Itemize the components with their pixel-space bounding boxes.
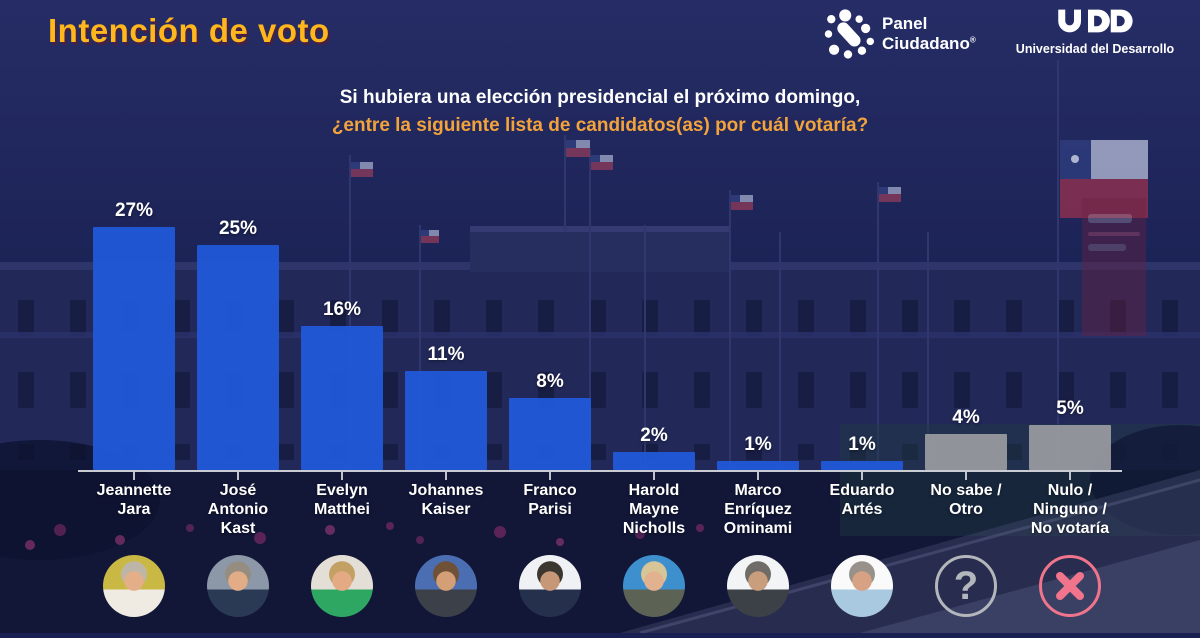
axis-tick	[445, 472, 447, 480]
category-label: Johannes Kaiser	[408, 482, 484, 518]
cross-icon	[1056, 572, 1084, 600]
category-label: Jeannette Jara	[96, 482, 172, 518]
bar-5	[509, 398, 591, 470]
bar-value-label: 4%	[952, 407, 980, 428]
bar-6	[613, 452, 695, 470]
candidate-avatar	[727, 555, 789, 617]
axis-tick	[549, 472, 551, 480]
candidate-avatar	[103, 555, 165, 617]
category-label: Evelyn Matthei	[314, 482, 370, 518]
axis-tick	[341, 472, 343, 480]
category-label: Nulo / Ninguno / No votaría	[1030, 482, 1110, 537]
bar-2	[197, 245, 279, 470]
category-label: Eduardo Artés	[829, 482, 895, 518]
candidate-avatar	[415, 555, 477, 617]
candidate-avatar	[1039, 555, 1101, 617]
axis-tick	[861, 472, 863, 480]
axis-tick	[757, 472, 759, 480]
bar-8	[821, 461, 903, 470]
bar-10	[1029, 425, 1111, 470]
axis-tick	[1069, 472, 1071, 480]
candidate-avatar: ?	[935, 555, 997, 617]
bar-1	[93, 227, 175, 470]
bar-4	[405, 371, 487, 470]
question-mark-icon: ?	[953, 564, 979, 608]
category-label: Franco Parisi	[523, 482, 577, 518]
bar-value-label: 1%	[848, 434, 876, 455]
candidate-avatar	[519, 555, 581, 617]
category-label: José Antonio Kast	[207, 482, 269, 537]
axis-tick	[237, 472, 239, 480]
bar-value-label: 25%	[218, 218, 258, 239]
axis-tick	[133, 472, 135, 480]
candidate-avatar	[311, 555, 373, 617]
candidate-avatar	[623, 555, 685, 617]
bar-value-label: 1%	[744, 434, 772, 455]
candidate-avatar	[831, 555, 893, 617]
bar-value-label: 16%	[322, 299, 362, 320]
bar-value-label: 2%	[640, 425, 668, 446]
candidate-avatar	[207, 555, 269, 617]
bar-value-label: 5%	[1056, 398, 1084, 419]
axis-tick	[653, 472, 655, 480]
category-label: Harold Mayne Nicholls	[622, 482, 686, 537]
bar-7	[717, 461, 799, 470]
axis-tick	[965, 472, 967, 480]
category-label: Marco Enríquez Ominami	[723, 482, 793, 537]
bar-value-label: 11%	[427, 344, 465, 365]
bar-9	[925, 434, 1007, 470]
bar-value-label: 27%	[114, 200, 154, 221]
bar-value-label: 8%	[536, 371, 564, 392]
bar-3	[301, 326, 383, 470]
category-label: No sabe / Otro	[930, 482, 1002, 518]
